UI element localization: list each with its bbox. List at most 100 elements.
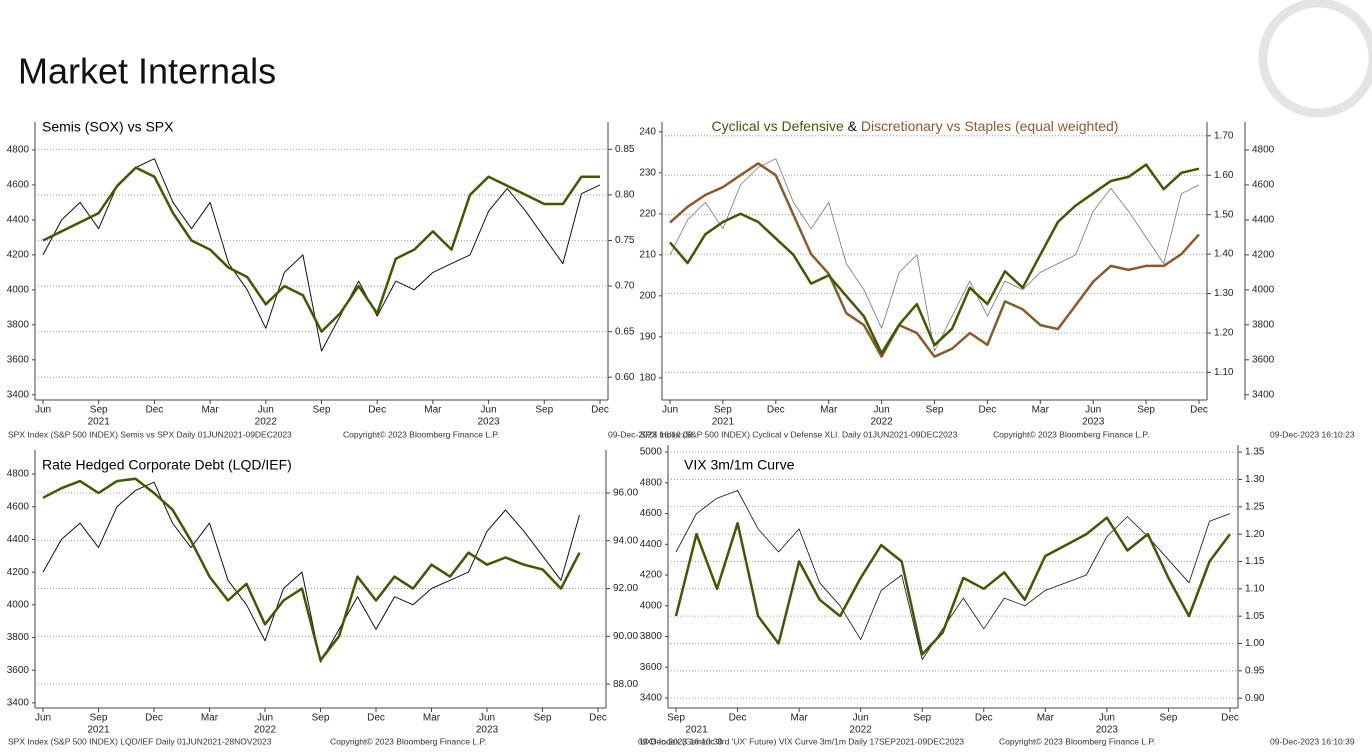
- y2-tick-label: 1.40: [1214, 249, 1234, 260]
- y2-tick-label: 90.00: [613, 631, 638, 642]
- y-tick-label: 4200: [7, 250, 30, 261]
- y2-tick-label: 1.50: [1214, 209, 1234, 220]
- y2-tick-label: 0.85: [615, 144, 635, 155]
- chart-title: VIX 3m/1m Curve: [684, 457, 795, 473]
- y2-tick-label: 1.30: [1245, 474, 1265, 485]
- x-tick-label: Jun: [479, 713, 495, 724]
- timestamp: 09-Dec-2023 16:10:30: [638, 736, 723, 746]
- y2-tick-label: 1.60: [1214, 170, 1234, 181]
- y3-tick-label: 4000: [1252, 284, 1275, 295]
- y-tick-label: 3600: [7, 354, 30, 365]
- y-tick-label: 4400: [7, 534, 30, 545]
- x-tick-label: Mar: [424, 405, 442, 416]
- copyright-note: Copyright© 2023 Bloomberg Finance L.P.: [343, 429, 499, 439]
- x-tick-label: Mar: [201, 405, 219, 416]
- y2-tick-label: 0.80: [615, 190, 635, 201]
- y2-tick-label: 1.20: [1214, 328, 1234, 339]
- x-tick-label: Dec: [975, 713, 993, 724]
- timestamp: 09-Dec-2023 16:10:39: [1270, 736, 1355, 746]
- x-tick-label: Dec: [368, 405, 386, 416]
- series-line: [669, 163, 1200, 355]
- timestamp: 09-Dec-2023 16:10:23: [1270, 429, 1355, 439]
- x-tick-label: Dec: [1190, 405, 1208, 416]
- x-tick-label: Dec: [979, 405, 997, 416]
- x-tick-label: Dec: [1221, 713, 1239, 724]
- y2-tick-label: 0.90: [1245, 693, 1265, 704]
- x-year-label: 2023: [1082, 417, 1105, 428]
- y-tick-label: 210: [639, 249, 656, 260]
- x-year-label: 2021: [685, 725, 708, 736]
- y2-tick-label: 1.30: [1214, 288, 1234, 299]
- x-year-label: 2021: [88, 417, 111, 428]
- y-tick-label: 4600: [7, 501, 30, 512]
- series-line: [674, 516, 1232, 656]
- y-tick-label: 4800: [640, 477, 663, 488]
- series-line: [42, 481, 580, 663]
- copyright-note: Copyright© 2023 Bloomberg Finance L.P.: [999, 736, 1155, 746]
- x-tick-label: Dec: [729, 713, 747, 724]
- x-year-label: 2023: [1096, 725, 1119, 736]
- y-tick-label: 3400: [7, 389, 30, 400]
- y2-tick-label: 0.70: [615, 281, 635, 292]
- x-tick-label: Dec: [146, 405, 164, 416]
- y-tick-label: 3600: [7, 665, 30, 676]
- series-line: [42, 477, 581, 662]
- x-tick-label: Sep: [926, 405, 944, 416]
- y-tick-label: 5000: [640, 447, 663, 458]
- y3-tick-label: 4600: [1252, 180, 1275, 191]
- x-tick-label: Jun: [258, 405, 274, 416]
- x-tick-label: Mar: [1037, 713, 1055, 724]
- y-tick-label: 180: [639, 372, 656, 383]
- x-tick-label: Sep: [1137, 405, 1155, 416]
- y2-tick-label: 1.35: [1245, 447, 1265, 458]
- x-tick-label: Sep: [90, 713, 108, 724]
- y-tick-label: 4400: [7, 215, 30, 226]
- y2-tick-label: 0.60: [615, 372, 635, 383]
- chart-title: Cyclical vs Defensive & Discretionary vs…: [712, 118, 1119, 134]
- chart-title: Rate Hedged Corporate Debt (LQD/IEF): [42, 457, 292, 473]
- x-tick-label: Dec: [367, 713, 385, 724]
- y2-tick-label: 0.65: [615, 326, 635, 337]
- x-tick-label: Sep: [714, 405, 732, 416]
- y2-tick-label: 1.00: [1245, 638, 1265, 649]
- x-tick-label: Sep: [667, 713, 685, 724]
- x-tick-label: Jun: [853, 713, 869, 724]
- x-tick-label: Sep: [90, 405, 108, 416]
- y-tick-label: 3800: [640, 631, 663, 642]
- timestamp: 09-Dec-2023 16:10:08: [608, 429, 693, 439]
- y2-tick-label: 1.05: [1245, 611, 1265, 622]
- copyright-note: Copyright© 2023 Bloomberg Finance L.P.: [993, 429, 1149, 439]
- title-part: Cyclical vs Defensive: [712, 118, 844, 134]
- x-tick-label: Dec: [145, 713, 163, 724]
- y2-tick-label: 92.00: [613, 583, 638, 594]
- x-tick-label: Mar: [201, 713, 219, 724]
- y3-tick-label: 3600: [1252, 354, 1275, 365]
- y-tick-label: 230: [639, 167, 656, 178]
- x-tick-label: Sep: [313, 405, 331, 416]
- x-tick-label: Sep: [535, 405, 553, 416]
- x-tick-label: Mar: [790, 713, 808, 724]
- x-year-label: 2021: [712, 417, 735, 428]
- x-tick-label: Sep: [1160, 713, 1178, 724]
- y2-tick-label: 1.10: [1214, 367, 1234, 378]
- x-year-label: 2022: [255, 417, 278, 428]
- x-year-label: 2023: [477, 417, 500, 428]
- y-tick-label: 4000: [7, 284, 30, 295]
- x-tick-label: Jun: [874, 405, 890, 416]
- x-tick-label: Sep: [312, 713, 330, 724]
- y2-tick-label: 1.25: [1245, 501, 1265, 512]
- page-title: Market Internals: [18, 51, 276, 92]
- title-part: Discretionary vs Staples (equal weighted…: [861, 118, 1119, 134]
- decor-circle: [1258, 0, 1372, 118]
- x-tick-label: Jun: [662, 405, 678, 416]
- series-line: [675, 490, 1231, 660]
- x-tick-label: Dec: [591, 405, 609, 416]
- y2-tick-label: 1.70: [1214, 130, 1234, 141]
- x-tick-label: Jun: [481, 405, 497, 416]
- y2-tick-label: 96.00: [613, 488, 638, 499]
- y-tick-label: 190: [639, 331, 656, 342]
- source-note: UX3 Index (Generic 3rd 'UX' Future) VIX …: [640, 736, 964, 746]
- y-tick-label: 4400: [640, 539, 663, 550]
- y-tick-label: 4600: [640, 508, 663, 519]
